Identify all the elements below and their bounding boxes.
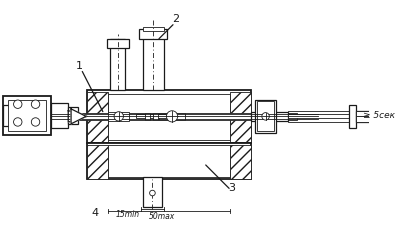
Bar (87, 143, 250, 179)
Circle shape (31, 100, 40, 108)
Text: 4: 4 (92, 208, 99, 218)
Bar (143, 29, 164, 90)
Bar (51, 103, 68, 128)
Circle shape (31, 118, 40, 126)
Bar (109, 112, 129, 121)
Text: 1: 1 (76, 61, 83, 71)
Bar (87, 90, 250, 143)
Bar (230, 145, 250, 179)
Circle shape (114, 112, 124, 121)
Bar (107, 94, 230, 140)
Circle shape (13, 118, 22, 126)
Bar (230, 92, 250, 142)
Bar (87, 145, 107, 179)
Bar (8, 100, 46, 131)
Circle shape (150, 190, 155, 196)
Text: 2: 2 (172, 14, 179, 24)
Bar (255, 100, 276, 133)
Bar (3, 96, 51, 135)
Bar (135, 114, 175, 118)
Bar (107, 39, 129, 48)
Circle shape (262, 113, 269, 120)
Bar (349, 105, 356, 128)
Text: 15min: 15min (115, 210, 139, 219)
Text: 50max: 50max (149, 212, 175, 221)
Polygon shape (68, 111, 87, 122)
Bar (356, 116, 395, 122)
Bar (87, 92, 107, 142)
Bar (356, 111, 395, 116)
Circle shape (13, 100, 22, 108)
Bar (250, 112, 288, 121)
Bar (143, 177, 162, 207)
Bar (77, 113, 297, 120)
Bar (110, 39, 125, 90)
Bar (288, 114, 349, 118)
Polygon shape (71, 109, 86, 124)
Text: ≥ 5сек: ≥ 5сек (363, 111, 395, 120)
Bar (153, 113, 158, 120)
Bar (68, 107, 77, 124)
Bar (356, 111, 395, 122)
Bar (257, 101, 274, 131)
Bar (139, 29, 167, 39)
Text: 3: 3 (228, 183, 235, 193)
Bar (107, 145, 230, 177)
Bar (145, 113, 150, 120)
Bar (3, 105, 10, 126)
Bar (143, 26, 164, 31)
Bar (159, 113, 185, 120)
Circle shape (166, 111, 178, 122)
